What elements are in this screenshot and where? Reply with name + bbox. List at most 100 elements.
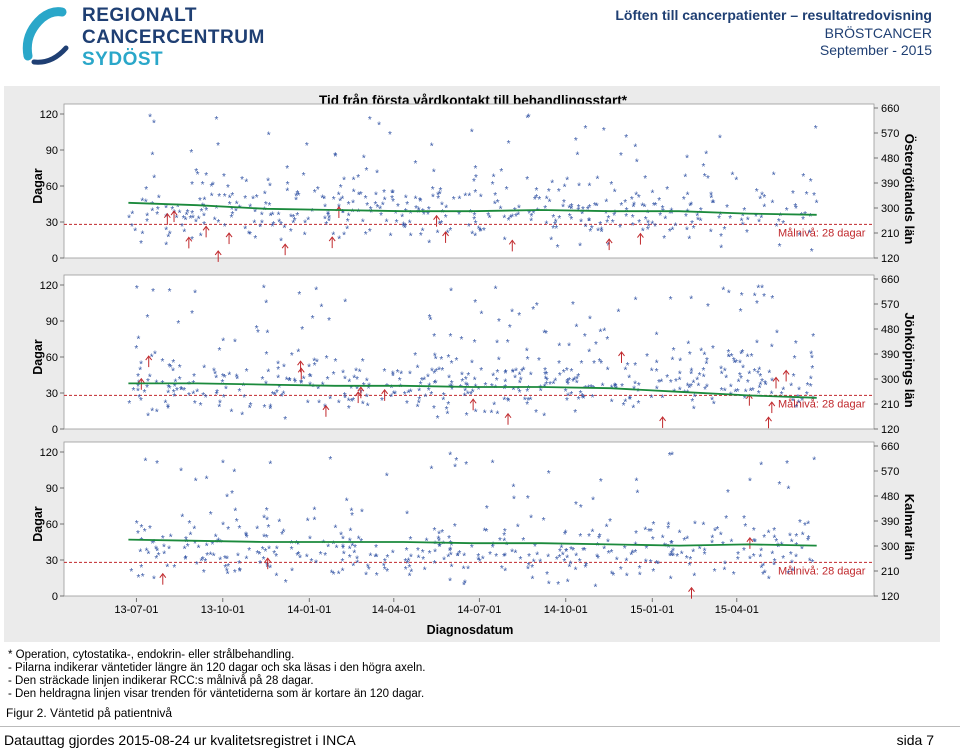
- data-point: *: [192, 524, 196, 535]
- data-point: *: [354, 367, 358, 378]
- data-point: *: [315, 357, 319, 368]
- data-point: *: [305, 552, 309, 563]
- data-point: *: [518, 379, 522, 390]
- data-point: *: [806, 381, 810, 392]
- data-point: *: [752, 526, 756, 537]
- data-point: *: [349, 527, 353, 538]
- data-point: *: [527, 384, 531, 395]
- data-point: *: [437, 542, 441, 553]
- data-point: *: [562, 368, 566, 379]
- data-point: *: [247, 546, 251, 557]
- data-point: *: [706, 174, 710, 185]
- data-point: *: [595, 553, 599, 564]
- data-point: *: [665, 185, 669, 196]
- data-point: *: [576, 372, 580, 383]
- data-point: *: [469, 390, 473, 401]
- data-point: *: [463, 391, 467, 402]
- data-point: *: [169, 363, 173, 374]
- data-point: *: [583, 563, 587, 574]
- data-point: *: [806, 519, 810, 530]
- data-point: *: [464, 375, 468, 386]
- data-point: *: [224, 385, 228, 396]
- arrow-head: [264, 557, 272, 563]
- data-point: *: [223, 554, 227, 565]
- data-point: *: [620, 382, 624, 393]
- data-point: *: [613, 382, 617, 393]
- data-point: *: [269, 211, 273, 222]
- data-point: *: [460, 377, 464, 388]
- data-point: *: [675, 552, 679, 563]
- data-point: *: [529, 212, 533, 223]
- data-point: *: [506, 396, 510, 407]
- data-point: *: [347, 212, 351, 223]
- data-point: *: [327, 214, 331, 225]
- data-point: *: [346, 217, 350, 228]
- data-point: *: [749, 387, 753, 398]
- data-point: *: [396, 368, 400, 379]
- data-point: *: [598, 357, 602, 368]
- x-tick-label: 13-07-01: [114, 604, 158, 616]
- arrow-head: [381, 389, 389, 395]
- data-point: *: [703, 350, 707, 361]
- data-point: *: [360, 507, 364, 518]
- data-point: *: [753, 537, 757, 548]
- left-tick-label: 90: [46, 145, 58, 157]
- arrow-head: [357, 386, 365, 392]
- data-point: *: [407, 389, 411, 400]
- data-point: *: [687, 383, 691, 394]
- data-point: *: [583, 546, 587, 557]
- data-point: *: [316, 185, 320, 196]
- data-point: *: [643, 203, 647, 214]
- arrow-head: [768, 401, 776, 407]
- data-point: *: [696, 215, 700, 226]
- data-point: *: [539, 387, 543, 398]
- data-point: *: [772, 561, 776, 572]
- data-point: *: [518, 371, 522, 382]
- data-point: *: [644, 215, 648, 226]
- data-point: *: [713, 567, 717, 578]
- data-point: *: [527, 561, 531, 572]
- data-point: *: [565, 396, 569, 407]
- data-point: *: [433, 559, 437, 570]
- data-point: *: [164, 212, 168, 223]
- data-point: *: [634, 190, 638, 201]
- data-point: *: [391, 370, 395, 381]
- data-point: *: [421, 207, 425, 218]
- data-point: *: [727, 352, 731, 363]
- data-point: *: [685, 534, 689, 545]
- data-point: *: [558, 553, 562, 564]
- data-point: *: [655, 367, 659, 378]
- panel-name-label: Kalmar län: [902, 494, 917, 561]
- footer-source: Datauttag gjordes 2015-08-24 ur kvalitet…: [4, 732, 356, 748]
- data-point: *: [366, 563, 370, 574]
- data-point: *: [473, 338, 477, 349]
- data-point: *: [545, 194, 549, 205]
- data-point: *: [496, 368, 500, 379]
- data-point: *: [565, 379, 569, 390]
- data-point: *: [327, 216, 331, 227]
- data-point: *: [319, 550, 323, 561]
- data-point: *: [313, 361, 317, 372]
- data-point: *: [265, 533, 269, 544]
- data-point: *: [595, 201, 599, 212]
- data-point: *: [176, 203, 180, 214]
- data-point: *: [146, 377, 150, 388]
- data-point: *: [651, 520, 655, 531]
- data-point: *: [172, 388, 176, 399]
- data-point: *: [668, 551, 672, 562]
- data-point: *: [375, 571, 379, 582]
- data-point: *: [328, 455, 332, 466]
- data-point: *: [571, 546, 575, 557]
- data-point: *: [341, 208, 345, 219]
- data-point: *: [705, 356, 709, 367]
- data-point: *: [226, 183, 230, 194]
- data-point: *: [431, 185, 435, 196]
- data-point: *: [785, 206, 789, 217]
- data-point: *: [323, 403, 327, 414]
- data-point: *: [405, 399, 409, 410]
- data-point: *: [760, 191, 764, 202]
- trend-line: [128, 382, 817, 399]
- data-point: *: [374, 543, 378, 554]
- data-point: *: [382, 562, 386, 573]
- data-point: *: [701, 521, 705, 532]
